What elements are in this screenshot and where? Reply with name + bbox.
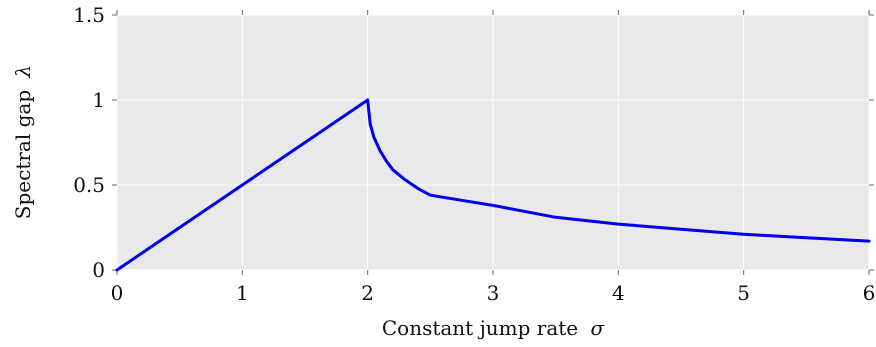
y-tick-label: 0 <box>92 258 105 282</box>
x-axis-label: Constant jump rate σ <box>382 316 606 340</box>
y-tick-label: 1 <box>92 88 105 112</box>
x-tick-label: 2 <box>361 281 374 305</box>
series-line <box>115 98 871 272</box>
y-axis-label: Spectral gap λ <box>11 65 35 219</box>
y-tick-label: 1.5 <box>73 3 105 27</box>
x-tick-label: 1 <box>236 281 249 305</box>
x-tick-label: 4 <box>612 281 625 305</box>
series-layer <box>115 98 871 272</box>
y-tick-label: 0.5 <box>73 173 105 197</box>
y-axis-label-symbol: λ <box>11 65 35 79</box>
tick-labels: 0 1 2 3 4 5 6 0 0.5 1 1.5 <box>73 3 875 305</box>
x-tick-label: 5 <box>737 281 750 305</box>
x-tick-label: 6 <box>863 281 876 305</box>
x-axis-label-symbol: σ <box>591 316 606 340</box>
x-tick-label: 0 <box>111 281 124 305</box>
x-axis-label-text: Constant jump rate <box>382 316 578 340</box>
y-axis-label-text: Spectral gap <box>11 90 35 219</box>
x-tick-label: 3 <box>487 281 500 305</box>
